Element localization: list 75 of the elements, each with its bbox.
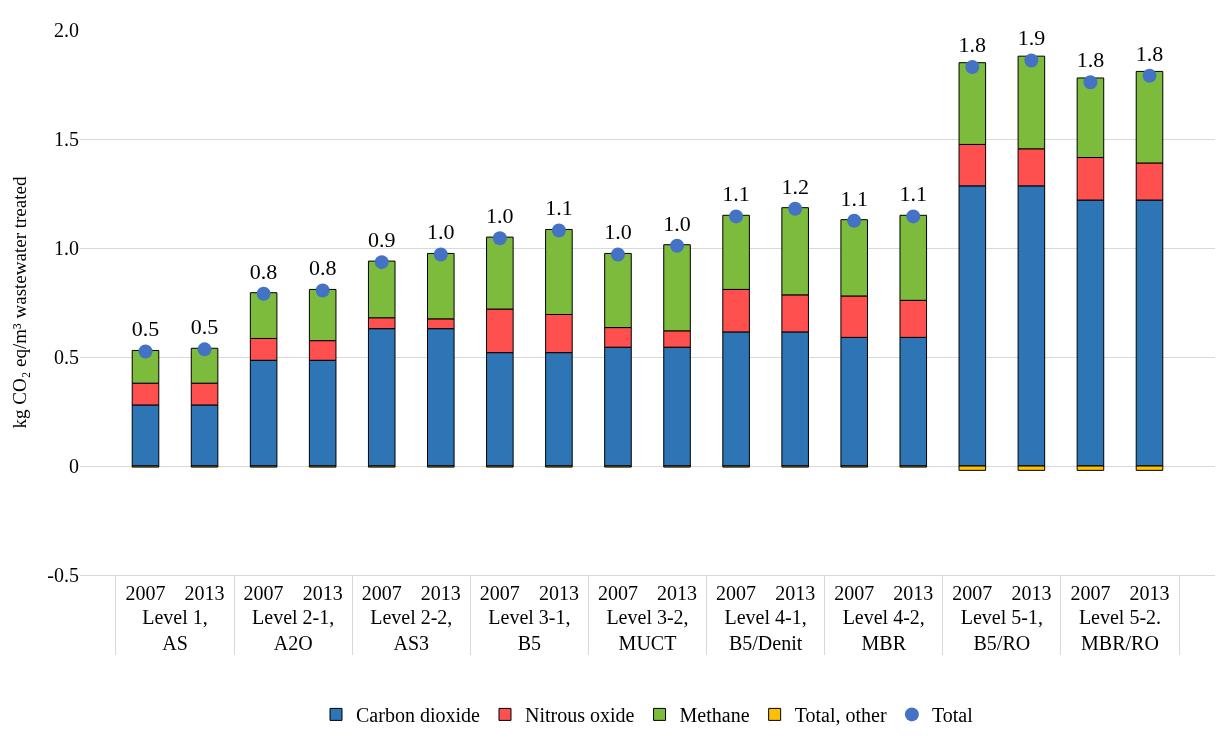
x-tick-label: 2013 <box>538 582 579 604</box>
y-tick-label: 1.0 <box>54 237 79 259</box>
text: Level 4-2, MBR <box>842 606 925 654</box>
data-label: 0.8 <box>308 255 337 281</box>
point <box>197 342 212 357</box>
y-tick-label: -0.5 <box>47 564 79 586</box>
point <box>670 238 685 253</box>
data-label: 1.1 <box>722 181 750 207</box>
point <box>138 344 153 359</box>
x-tick-label: 2013 <box>1129 582 1170 604</box>
data-label: 1.0 <box>486 202 514 228</box>
data-label: 1.8 <box>1076 47 1105 73</box>
data-label: 0.9 <box>367 226 396 252</box>
text: Level 5-1, B5/RO <box>960 606 1043 654</box>
data-label: 0.5 <box>131 316 160 342</box>
point <box>1142 68 1157 83</box>
data-label: 1.0 <box>663 210 691 236</box>
point <box>433 247 448 262</box>
text: Level 5-2. MBR/RO <box>1078 606 1162 654</box>
text: Level 1, AS <box>142 606 208 654</box>
point <box>374 255 389 270</box>
text: Level 3-2, MUCT <box>606 606 689 654</box>
point <box>729 209 744 224</box>
x-tick-label: 2007 <box>834 582 875 604</box>
point <box>1083 75 1098 90</box>
point <box>551 223 566 238</box>
y-tick-label: 0.5 <box>54 346 79 368</box>
x-tick-label: 2013 <box>657 582 698 604</box>
x-tick-label: 2007 <box>716 582 757 604</box>
data-label: 1.8 <box>958 31 987 57</box>
y-tick-label: 0 <box>69 455 79 477</box>
data-label: 1.1 <box>545 195 573 221</box>
data-label: 1.1 <box>899 181 928 207</box>
x-tick-label: 2007 <box>1070 582 1111 604</box>
text: Level 2-1, A2O <box>252 606 335 654</box>
y-tick-label: 2.0 <box>54 19 79 41</box>
x-tick-label: 2013 <box>893 582 934 604</box>
x-tick-label: 2013 <box>184 582 225 604</box>
data-label: 0.5 <box>190 314 219 340</box>
x-tick-label: 2007 <box>125 582 166 604</box>
data-label: 1.0 <box>427 219 455 245</box>
legend-label: Nitrous oxide <box>524 704 635 727</box>
text: Level 2-2, AS3 <box>370 606 453 654</box>
point <box>492 231 507 246</box>
point <box>1024 53 1039 68</box>
x-tick-label: 2007 <box>952 582 993 604</box>
point <box>906 209 921 224</box>
point <box>315 283 330 298</box>
x-tick-label: 2013 <box>302 582 343 604</box>
x-tick-label: 2007 <box>597 582 638 604</box>
x-tick-label: 2013 <box>420 582 461 604</box>
point <box>847 213 862 228</box>
data-label: 1.8 <box>1135 40 1164 66</box>
point <box>256 286 271 301</box>
y-axis-title: kg CO₂ eq/m³ wastewater treated <box>9 176 31 429</box>
point <box>610 247 625 262</box>
legend-label: Total, other <box>794 704 887 727</box>
point <box>965 60 980 75</box>
data-label: 1.9 <box>1017 25 1046 51</box>
x-tick-label: 2013 <box>775 582 816 604</box>
data-label: 0.8 <box>249 258 278 284</box>
text: Level 4-1, B5/Denit <box>724 606 807 654</box>
x-tick-label: 2013 <box>1011 582 1052 604</box>
data-label: 1.2 <box>781 173 809 199</box>
x-tick-label: 2007 <box>243 582 284 604</box>
data-label: 1.0 <box>604 219 632 245</box>
data-label: 1.1 <box>840 185 868 211</box>
legend-label: Methane <box>679 704 750 727</box>
legend-label: Total <box>931 704 974 727</box>
x-tick-label: 2007 <box>361 582 402 604</box>
legend-label: Carbon dioxide <box>356 704 480 727</box>
x-tick-label: 2007 <box>479 582 520 604</box>
point <box>788 201 803 216</box>
text: Level 3-1, B5 <box>488 606 571 654</box>
y-tick-label: 1.5 <box>54 128 79 150</box>
